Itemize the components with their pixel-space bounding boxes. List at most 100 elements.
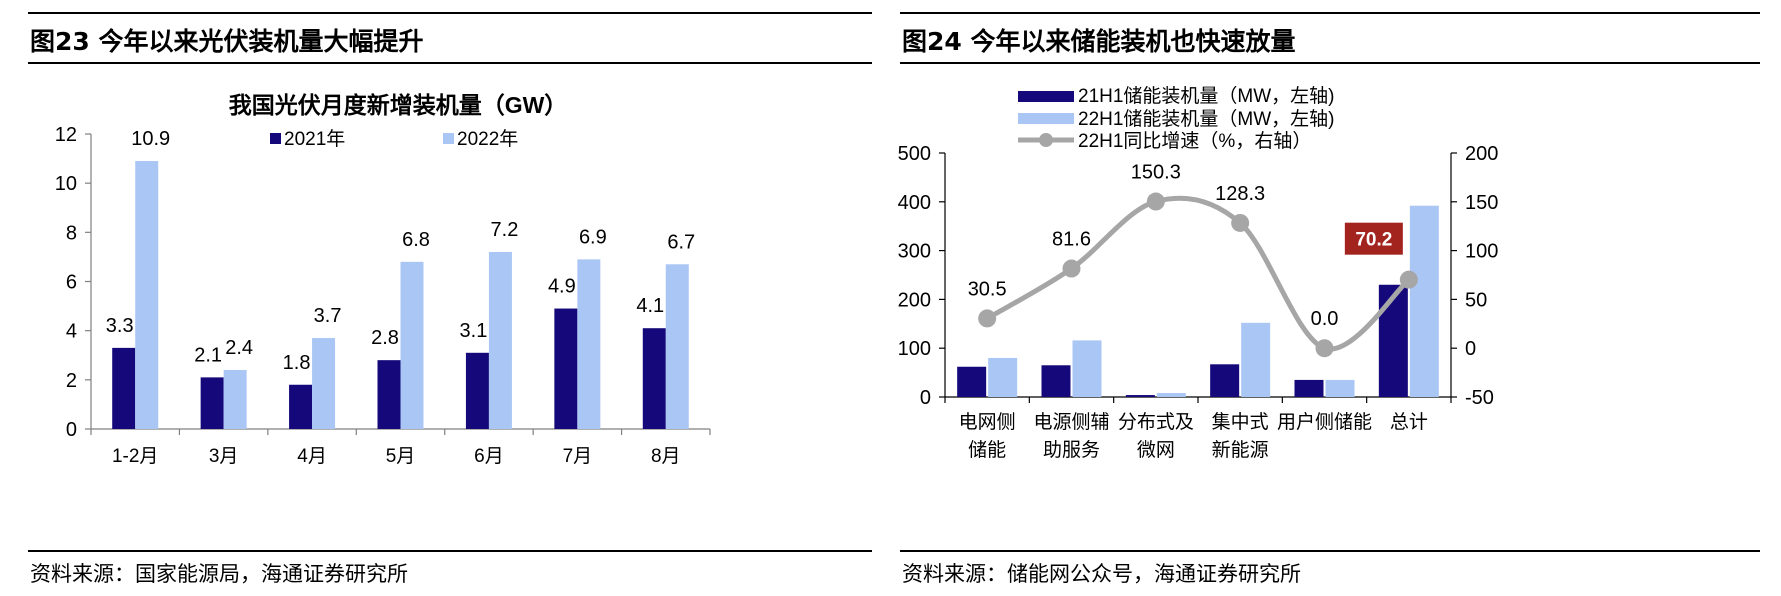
right-y-tick-label: 0 [1465,338,1476,360]
growth-rate-point [1146,192,1165,211]
y-tick-label: 0 [66,419,77,441]
legend-line-marker [1039,133,1053,147]
bar-21H1储能装机量（MW，左轴) [1041,365,1071,397]
data-label: 6.9 [579,226,607,248]
data-label: 6.8 [402,229,430,251]
legend-label: 21H1储能装机量（MW，左轴) [1078,85,1335,107]
x-tick-label: 4月 [297,446,327,467]
x-tick-label: 电网侧 [959,411,1016,433]
legend-label: 22H1储能装机量（MW，左轴) [1078,108,1335,130]
legend-swatch [443,133,454,144]
legend-swatch [1018,91,1074,102]
bar-22H1储能装机量（MW，左轴) [1241,322,1271,397]
bar-2022年 [312,338,336,429]
y-tick-label: 4 [66,321,77,343]
left-figure-source: 资料来源：国家能源局，海通证券研究所 [28,550,872,590]
x-tick-label: 分布式及 [1118,411,1194,433]
x-tick-label: 3月 [209,446,239,467]
bar-2021年 [554,308,578,429]
bar-2021年 [465,352,489,429]
growth-rate-label: 81.6 [1052,229,1091,251]
right-y-tick-label: 150 [1465,192,1498,214]
left-y-tick-label: 0 [920,387,931,409]
growth-rate-point [1062,259,1081,278]
growth-rate-label: 0.0 [1311,308,1339,330]
right-figure-panel: 图24 今年以来储能装机也快速放量 0 100 200 300 400 500 -50 0 50… [898,0,1760,593]
bar-2021年 [289,384,313,429]
bar-2022年 [488,252,512,429]
bar-2021年 [377,360,401,429]
chart-title: 我国光伏月度新增装机量（GW） [229,92,568,118]
data-label: 7.2 [491,219,519,241]
x-tick-label: 1-2月 [112,446,158,467]
bar-22H1储能装机量（MW，左轴) [1156,393,1186,397]
bar-21H1储能装机量（MW，左轴) [957,366,987,397]
data-label: 2.4 [225,337,253,359]
bar-22H1储能装机量（MW，左轴) [1325,379,1355,397]
y-tick-label: 12 [55,124,77,146]
pv-installation-chart: 我国光伏月度新增装机量（GW） 0 2 4 6 8 10 12 1-2月 3月 4月 5月 6月 7月 8月… [55,92,711,467]
x-tick-label: 电源侧辅 [1033,411,1109,433]
bar-2022年 [665,264,689,429]
data-label: 4.1 [636,295,664,317]
x-tick-label: 储能 [968,439,1006,461]
bar-2022年 [400,261,424,429]
growth-rate-label: 128.3 [1215,183,1265,205]
highlight-callout-box [1344,222,1403,255]
right-y-tick-label: 200 [1465,143,1498,165]
growth-rate-line [985,195,1411,352]
legend-label: 2021年 [284,128,345,150]
data-label: 2.8 [371,327,399,349]
growth-rate-point [1231,213,1250,232]
legend-label: 2022年 [457,128,518,150]
legend-label: 22H1同比增速（%，右轴） [1078,130,1311,152]
highlight-callout-label: 70.2 [1355,230,1392,251]
data-label: 1.8 [283,352,311,374]
right-figure-source: 资料来源：储能网公众号，海通证券研究所 [900,550,1760,590]
left-figure-panel: 图23 今年以来光伏装机量大幅提升 我国光伏月度新增装机量（GW） 0 2 4 6 8 10… [28,0,872,593]
right-figure-title: 图24 今年以来储能装机也快速放量 [900,12,1760,64]
x-tick-label: 用户侧储能 [1277,411,1372,433]
x-tick-label: 集中式 [1212,411,1269,433]
growth-rate-label: 150.3 [1131,162,1181,184]
bar-22H1储能装机量（MW，左轴) [1409,205,1439,397]
growth-rate-point [978,309,997,328]
bar-21H1储能装机量（MW，左轴) [1210,364,1240,397]
x-tick-label: 8月 [651,446,681,467]
y-tick-label: 2 [66,370,77,392]
bar-2021年 [642,328,666,429]
data-label: 10.9 [131,128,170,150]
right-y-tick-label: 100 [1465,241,1498,263]
left-y-tick-label: 500 [898,143,931,165]
data-label: 4.9 [548,276,576,298]
data-label: 2.1 [194,344,222,366]
growth-rate-point [1315,339,1334,358]
x-tick-label: 5月 [386,446,416,467]
bar-2022年 [135,161,159,429]
right-y-tick-label: 50 [1465,289,1487,311]
bar-22H1储能装机量（MW，左轴) [1072,340,1102,397]
legend-swatch [1018,113,1074,124]
left-y-tick-label: 100 [898,338,931,360]
x-tick-label: 6月 [474,446,504,467]
data-label: 3.7 [314,305,342,327]
x-tick-label: 微网 [1137,439,1175,461]
left-y-tick-label: 200 [898,289,931,311]
left-y-tick-label: 300 [898,241,931,263]
bar-21H1储能装机量（MW，左轴) [1294,379,1324,397]
data-label: 3.3 [106,315,134,337]
legend-swatch [270,133,281,144]
bar-2022年 [577,259,601,429]
x-tick-label: 新能源 [1212,439,1269,461]
x-tick-label: 7月 [563,446,593,467]
growth-rate-label: 30.5 [968,278,1007,300]
bar-21H1储能装机量（MW，左轴) [1125,395,1155,397]
data-label: 6.7 [667,231,695,253]
bar-2021年 [200,377,224,429]
left-y-tick-label: 400 [898,192,931,214]
x-tick-label: 助服务 [1043,439,1100,461]
y-tick-label: 10 [55,173,77,195]
x-tick-label: 总计 [1390,411,1428,433]
growth-rate-point [1399,270,1418,289]
